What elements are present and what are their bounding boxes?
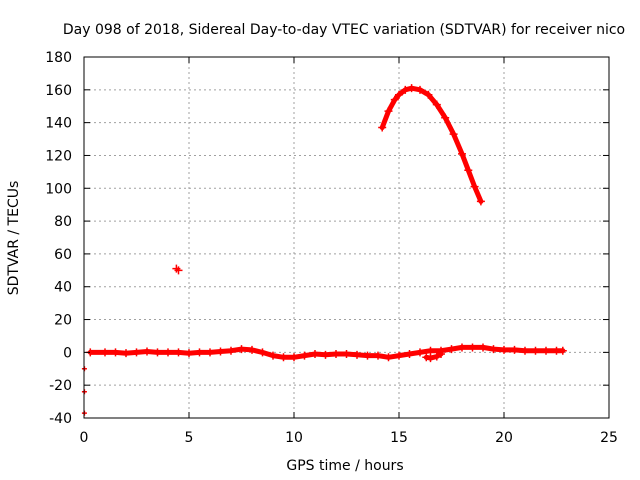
data-point — [432, 100, 441, 109]
y-tick-label: 80 — [54, 214, 72, 230]
y-tick-label: 40 — [54, 280, 72, 296]
data-point — [311, 350, 319, 359]
data-point — [164, 348, 172, 357]
series-line — [87, 344, 566, 360]
y-tick-label: 120 — [45, 148, 72, 164]
data-point — [101, 348, 109, 357]
y-axis-label: SDTVAR / TECUs — [6, 181, 22, 296]
data-point — [353, 350, 361, 359]
data-point — [227, 346, 235, 355]
y-tick-label: 180 — [45, 50, 72, 66]
x-tick-label: 0 — [80, 430, 89, 446]
data-point — [378, 123, 387, 132]
series-layer — [81, 84, 567, 416]
x-tick-label: 20 — [495, 430, 513, 446]
data-point — [363, 351, 372, 360]
y-tick-label: 20 — [54, 313, 72, 329]
data-point — [132, 348, 141, 357]
data-point — [468, 343, 477, 352]
data-point — [122, 349, 130, 358]
series-baseline — [86, 343, 567, 362]
data-point — [111, 348, 120, 357]
data-point — [248, 345, 256, 354]
y-tick-label: -40 — [49, 411, 72, 427]
data-point — [258, 348, 267, 357]
x-tick-label: 15 — [390, 430, 408, 446]
data-point — [216, 347, 225, 356]
series-dip — [422, 350, 445, 363]
data-point — [531, 346, 540, 355]
y-tick-labels: -40 -20 0 20 40 60 80 100 120 140 160 180 — [45, 50, 72, 427]
data-point — [426, 354, 435, 363]
chart-title: Day 098 of 2018, Sidereal Day-to-day VTE… — [63, 22, 625, 38]
data-point — [489, 345, 498, 354]
data-point — [416, 348, 424, 357]
data-point — [470, 182, 479, 191]
data-point — [395, 90, 403, 99]
grid — [84, 57, 609, 418]
x-tick-label: 5 — [185, 430, 194, 446]
data-point — [195, 348, 204, 357]
data-point — [384, 353, 393, 362]
data-point — [206, 348, 214, 357]
x-tick-labels: 0 5 10 15 20 25 — [80, 430, 618, 446]
data-point — [405, 350, 414, 359]
y-tick-label: 0 — [63, 345, 72, 361]
data-point — [185, 349, 193, 358]
x-tick-label: 25 — [600, 430, 618, 446]
x-tick-label: 10 — [285, 430, 303, 446]
data-point — [476, 197, 485, 206]
data-point — [510, 345, 519, 354]
data-point — [174, 348, 183, 357]
data-point — [384, 107, 393, 116]
data-point — [342, 350, 351, 359]
data-point — [458, 149, 466, 158]
data-point — [426, 346, 435, 355]
data-point — [558, 346, 567, 355]
data-point — [332, 350, 340, 359]
plot-frame — [83, 56, 610, 419]
data-point — [374, 351, 382, 360]
data-point — [321, 350, 330, 359]
data-point — [290, 353, 298, 362]
y-tick-label: 60 — [54, 247, 72, 263]
y-tick-label: 140 — [45, 116, 72, 132]
data-point — [441, 113, 450, 122]
series-line — [379, 85, 484, 204]
data-point — [447, 345, 456, 354]
data-point — [269, 351, 277, 360]
data-point — [237, 345, 246, 354]
data-point — [153, 348, 162, 357]
data-point — [422, 353, 431, 362]
data-point — [390, 95, 399, 104]
data-point — [416, 85, 424, 94]
y-tick-label: -20 — [49, 378, 72, 394]
ticks — [83, 56, 610, 419]
data-point — [458, 343, 466, 352]
data-point — [395, 351, 403, 360]
data-point — [542, 346, 550, 355]
series-isolated — [172, 264, 183, 275]
data-point — [279, 353, 288, 362]
y-tick-label: 160 — [45, 83, 72, 99]
y-tick-label: 100 — [45, 181, 72, 197]
data-point — [401, 85, 410, 94]
data-point — [479, 343, 487, 352]
data-point — [174, 266, 183, 275]
data-point — [449, 130, 458, 139]
data-point — [437, 350, 445, 359]
data-point — [432, 352, 441, 361]
data-point — [464, 166, 473, 175]
data-point — [424, 90, 433, 99]
data-point — [143, 347, 151, 356]
data-point — [500, 345, 508, 354]
x-axis-label: GPS time / hours — [286, 458, 403, 474]
data-point — [300, 351, 309, 360]
series-arc — [378, 84, 485, 206]
data-point — [407, 84, 416, 93]
data-point — [521, 346, 529, 355]
